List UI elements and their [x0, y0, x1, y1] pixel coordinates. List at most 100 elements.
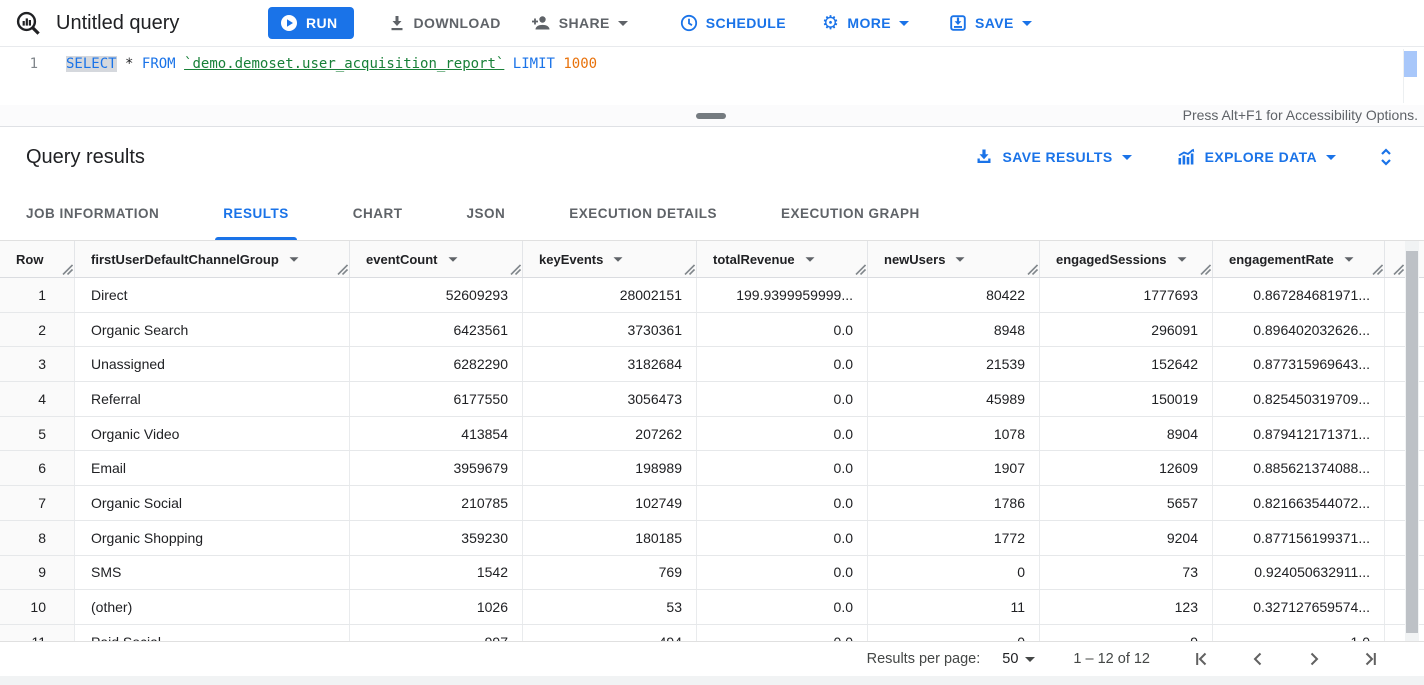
tab-job-information[interactable]: JOB INFORMATION — [26, 206, 160, 221]
gear-icon: ⚙ — [821, 11, 840, 34]
column-header-keyevents[interactable]: keyEvents — [523, 241, 697, 277]
run-button[interactable]: RUN — [268, 7, 354, 39]
column-header-label: newUsers — [884, 251, 946, 267]
column-resize-handle[interactable] — [855, 264, 866, 275]
column-resize-handle[interactable] — [337, 264, 348, 275]
column-header-row[interactable]: Row — [0, 241, 75, 277]
tab-json[interactable]: JSON — [466, 206, 506, 221]
explore-data-button[interactable]: EXPLORE DATA — [1176, 147, 1336, 167]
cell-newusers: 45989 — [868, 382, 1040, 416]
cell-engagementrate: 0.877156199371... — [1213, 520, 1385, 555]
cell-engagementrate: 0.896402032626... — [1213, 312, 1385, 347]
cell-row: 1 — [0, 278, 75, 312]
first-page-button[interactable] — [1190, 647, 1214, 671]
next-page-button[interactable] — [1302, 647, 1326, 671]
page-size-select[interactable]: 50 — [1002, 651, 1036, 667]
tab-execution-graph[interactable]: EXECUTION GRAPH — [781, 206, 920, 221]
cell-filler — [1385, 590, 1405, 624]
column-menu-caret[interactable] — [805, 256, 815, 262]
column-header-label: keyEvents — [539, 251, 604, 267]
cell-firstuserdefaultchannelgroup: Organic Video — [75, 416, 350, 451]
table-scrollbar[interactable] — [1405, 241, 1419, 641]
cell-engagedsessions: 296091 — [1040, 312, 1213, 347]
column-menu-caret[interactable] — [613, 256, 623, 262]
cell-keyevents: 3182684 — [523, 347, 697, 382]
more-button[interactable]: ⚙ MORE — [821, 11, 909, 34]
column-resize-handle[interactable] — [684, 264, 695, 275]
tab-chart[interactable]: CHART — [352, 206, 403, 221]
column-menu-caret[interactable] — [448, 256, 457, 262]
sql-editor[interactable]: 1 SELECT * FROM `demo.demoset.user_acqui… — [0, 47, 1424, 105]
table-row: 8 Organic Shopping 359230 180185 0.0 1772 9204… — [0, 520, 1424, 556]
editor-scrollbar-thumb[interactable] — [1404, 51, 1417, 77]
tab-results[interactable]: RESULTS — [215, 187, 297, 240]
cell-newusers: 1907 — [868, 451, 1040, 486]
column-resize-handle[interactable] — [1393, 264, 1404, 275]
column-header-filler — [1385, 241, 1405, 277]
column-header-engagementrate[interactable]: engagementRate — [1213, 241, 1385, 277]
column-menu-caret[interactable] — [289, 256, 299, 262]
cell-firstuserdefaultchannelgroup: SMS — [75, 555, 350, 590]
cell-keyevents: 53 — [523, 590, 697, 624]
column-resize-handle[interactable] — [1372, 264, 1383, 275]
results-table-body: 1 Direct 52609293 28002151 199.9399959999...… — [0, 278, 1424, 641]
column-header-firstuserdefaultchannelgroup[interactable]: firstUserDefaultChannelGroup — [75, 241, 350, 277]
cell-filler — [1385, 486, 1405, 520]
cell-engagementrate: 0.924050632911... — [1213, 555, 1385, 590]
column-header-eventcount[interactable]: eventCount — [350, 241, 523, 277]
cell-totalrevenue: 0.0 — [697, 624, 868, 641]
column-header-newusers[interactable]: newUsers — [868, 241, 1040, 277]
bigquery-query-icon — [16, 11, 40, 35]
sql-limit-keyword: LIMIT — [512, 56, 555, 72]
cell-totalrevenue: 0.0 — [697, 416, 868, 451]
cell-keyevents: 769 — [523, 555, 697, 590]
sql-table-reference-link[interactable]: `demo.demoset.user_acquisition_report` — [184, 56, 505, 72]
cell-filler — [1385, 451, 1405, 485]
column-menu-caret[interactable] — [1344, 256, 1354, 262]
results-table: Row firstUserDefaultChannelGroup eventCoun… — [0, 241, 1424, 641]
results-table-header: Row firstUserDefaultChannelGroup eventCoun… — [0, 241, 1424, 278]
cell-engagedsessions: 123 — [1040, 590, 1213, 624]
cell-firstuserdefaultchannelgroup: (other) — [75, 590, 350, 624]
sql-star: * — [125, 56, 134, 72]
table-row: 10 (other) 1026 53 0.0 11 123 0.327127659574... — [0, 590, 1424, 625]
previous-page-button[interactable] — [1246, 647, 1270, 671]
tab-execution-details[interactable]: EXECUTION DETAILS — [569, 206, 718, 221]
expand-results-button[interactable] — [1374, 145, 1398, 169]
cell-keyevents: 3056473 — [523, 382, 697, 416]
editor-scrollbar[interactable] — [1403, 49, 1417, 103]
cell-totalrevenue: 0.0 — [697, 520, 868, 555]
play-icon — [281, 15, 297, 31]
splitter-drag-handle[interactable] — [696, 113, 726, 119]
save-results-button[interactable]: SAVE RESULTS — [974, 147, 1132, 167]
cell-eventcount: 210785 — [350, 486, 523, 520]
cell-row: 11 — [0, 624, 75, 641]
schedule-button[interactable]: SCHEDULE — [680, 14, 786, 32]
column-menu-caret[interactable] — [955, 256, 965, 262]
last-page-icon — [1365, 652, 1376, 666]
save-icon — [950, 15, 966, 31]
table-scrollbar-thumb[interactable] — [1406, 251, 1418, 633]
download-button[interactable]: DOWNLOAD — [388, 14, 501, 32]
cell-eventcount: 1026 — [350, 590, 523, 624]
chevron-left-icon — [1253, 652, 1262, 666]
cell-keyevents: 494 — [523, 624, 697, 641]
column-header-totalrevenue[interactable]: totalRevenue — [697, 241, 868, 277]
cell-row: 5 — [0, 416, 75, 451]
column-resize-handle[interactable] — [62, 264, 73, 275]
last-page-button[interactable] — [1358, 647, 1382, 671]
save-button[interactable]: SAVE — [949, 14, 1032, 32]
sql-code-line[interactable]: SELECT * FROM `demo.demoset.user_acquisi… — [66, 56, 597, 72]
column-resize-handle[interactable] — [510, 264, 521, 275]
column-resize-handle[interactable] — [1200, 264, 1211, 275]
explore-data-chart-icon — [1178, 148, 1194, 165]
cell-filler — [1385, 556, 1405, 590]
pagination-range: 1 – 12 of 12 — [1073, 651, 1150, 667]
column-resize-handle[interactable] — [1027, 264, 1038, 275]
column-header-engagedsessions[interactable]: engagedSessions — [1040, 241, 1213, 277]
column-menu-caret[interactable] — [1177, 256, 1187, 262]
share-button[interactable]: SHARE — [531, 13, 628, 33]
cell-firstuserdefaultchannelgroup: Organic Search — [75, 312, 350, 347]
cell-row: 2 — [0, 312, 75, 347]
cell-row: 7 — [0, 486, 75, 520]
